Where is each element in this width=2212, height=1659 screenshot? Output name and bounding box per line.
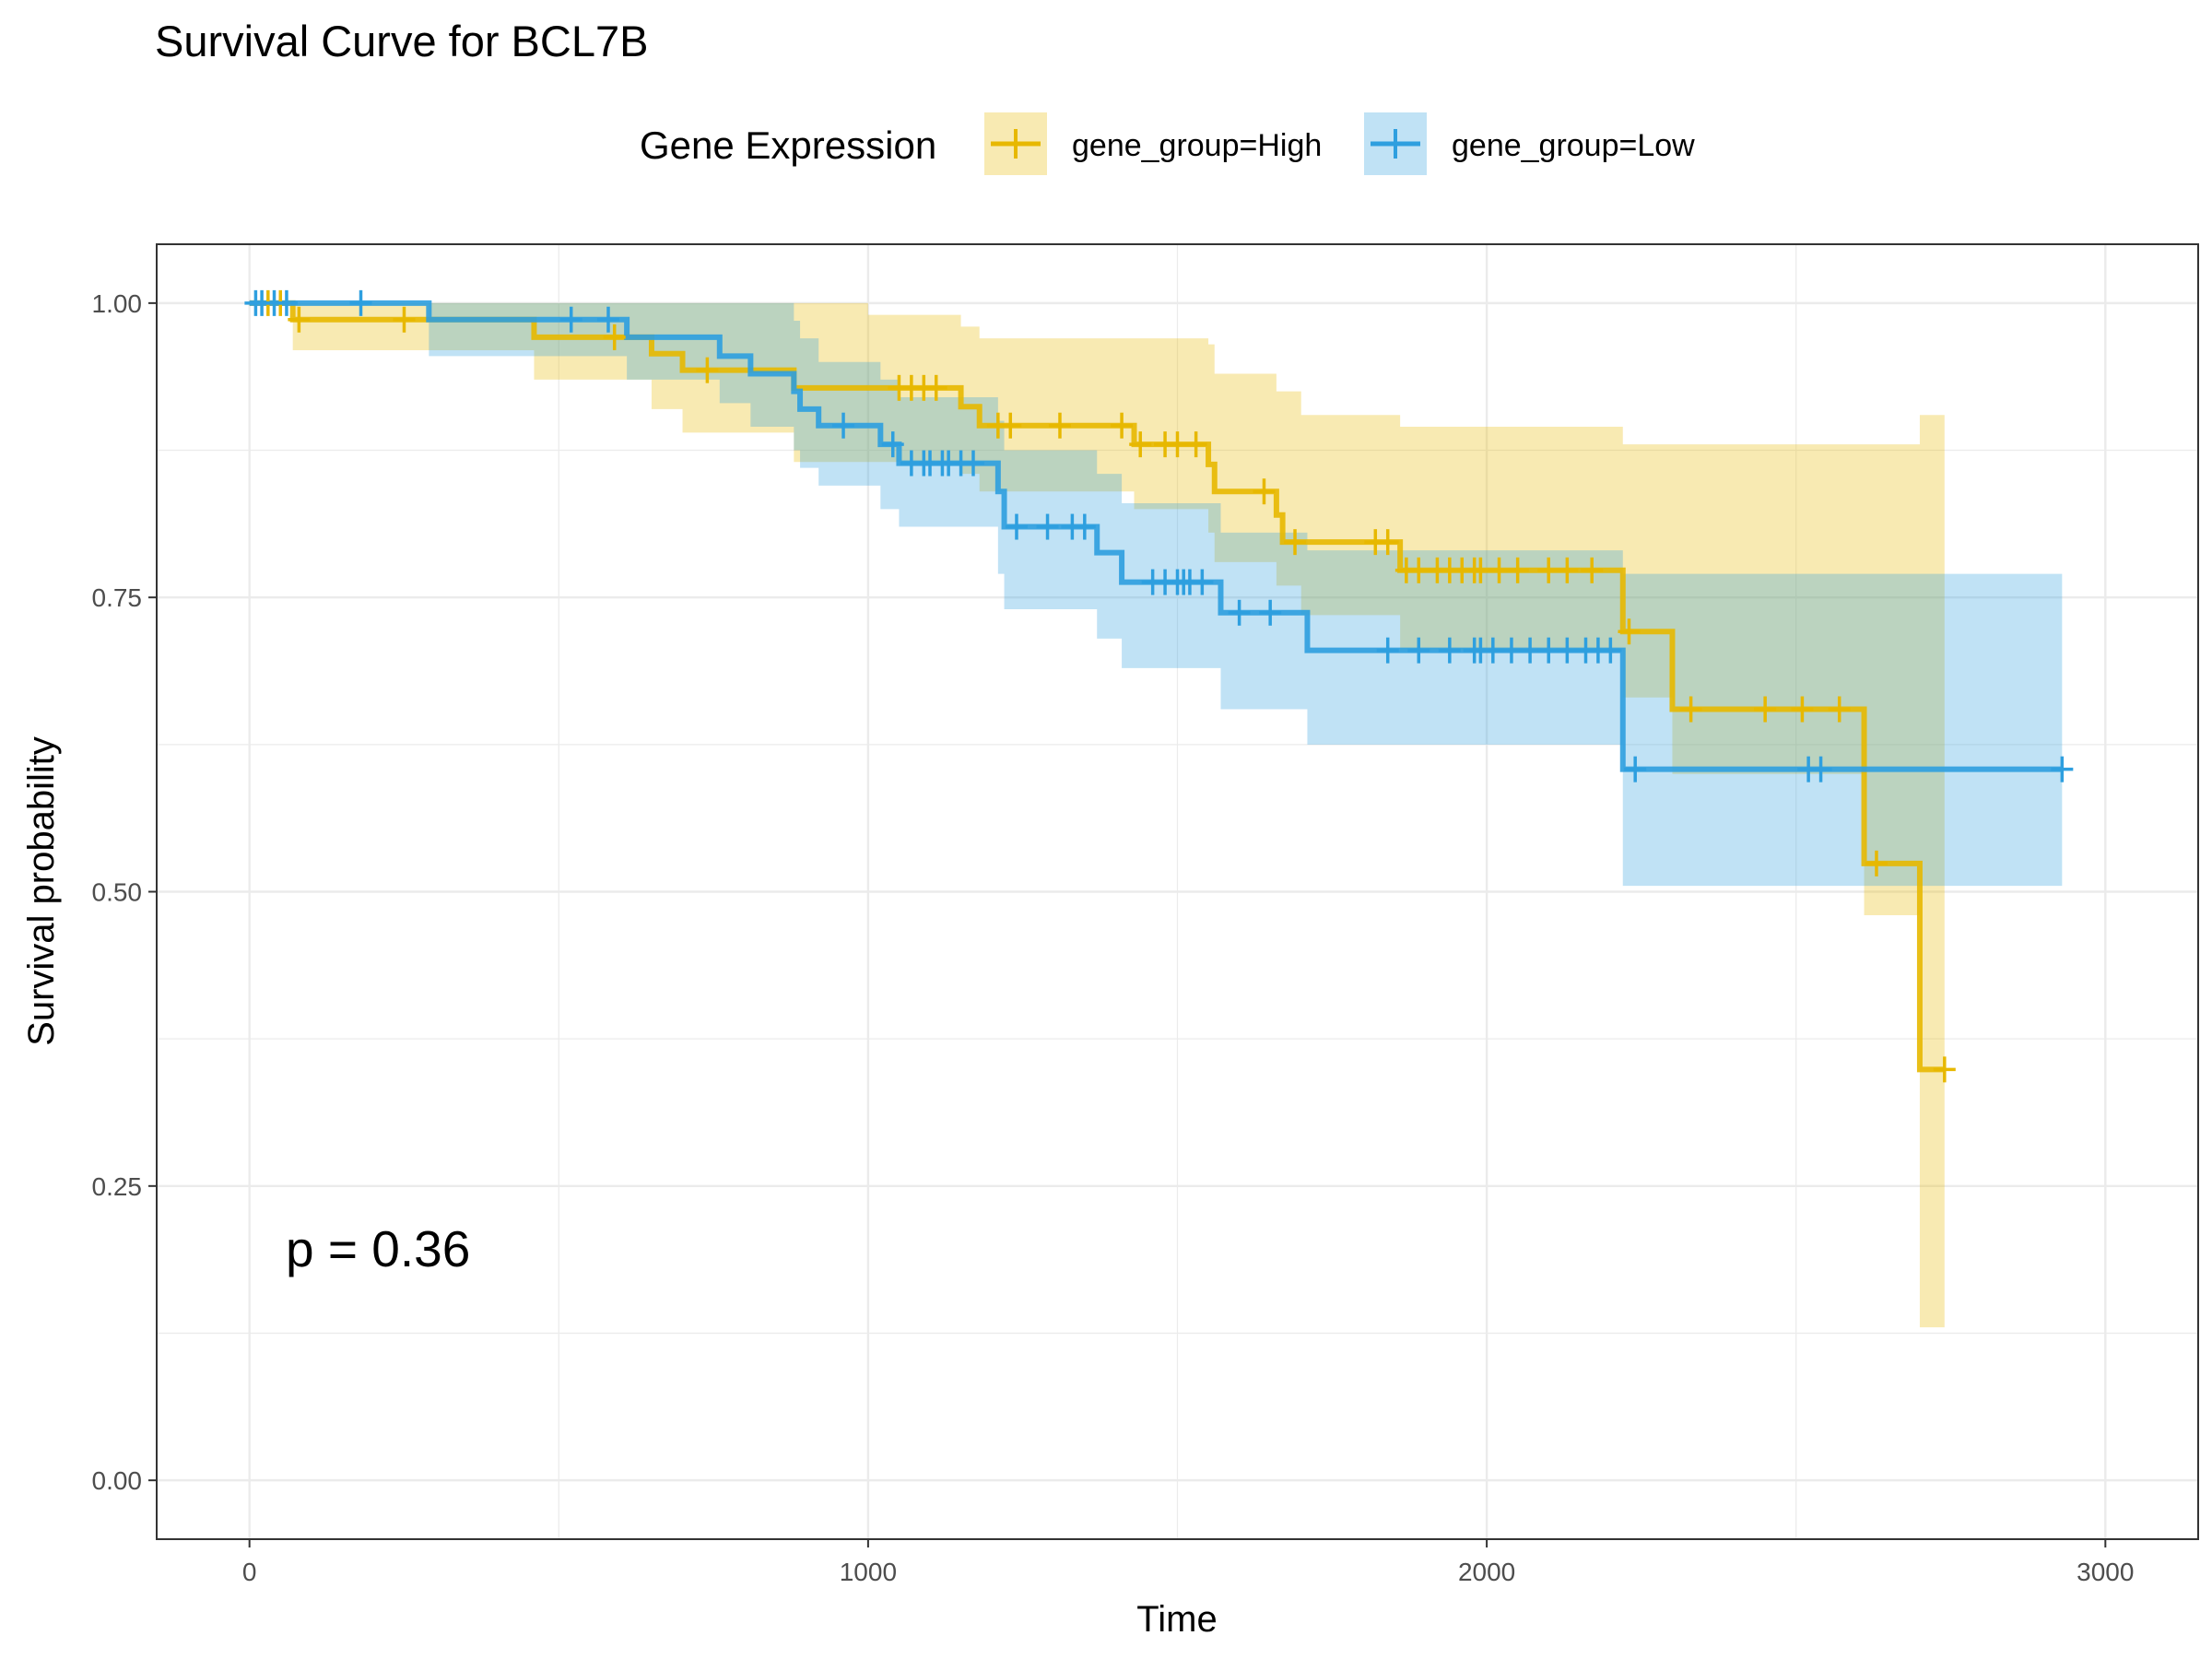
y-tick-label: 0.00 xyxy=(92,1466,143,1495)
censor-mark-high xyxy=(1754,696,1777,723)
censor-mark-high xyxy=(1581,557,1604,583)
censor-mark-high xyxy=(1679,696,1702,723)
ci-ribbon-high xyxy=(249,302,1945,1328)
censor-mark-high xyxy=(603,324,626,350)
y-tick-label: 1.00 xyxy=(92,289,143,318)
censor-mark-high xyxy=(1488,557,1511,583)
y-tick-label: 0.75 xyxy=(92,583,143,612)
censor-mark-low xyxy=(1073,513,1096,540)
legend-label-high: gene_group=High xyxy=(1072,128,1322,163)
censor-mark-high xyxy=(1537,557,1560,583)
censor-mark-low xyxy=(1809,756,1832,782)
censor-mark-high xyxy=(1469,557,1492,583)
censor-mark-high xyxy=(1933,1056,1956,1083)
censor-mark-high xyxy=(1184,431,1207,458)
x-tick-label: 2000 xyxy=(1458,1558,1515,1586)
censor-mark-high xyxy=(999,412,1022,439)
censor-mark-high xyxy=(1111,412,1134,439)
legend-item-low: gene_group=Low xyxy=(1364,112,1695,175)
legend-label-low: gene_group=Low xyxy=(1452,128,1695,163)
censor-mark-low xyxy=(1500,637,1523,664)
censor-mark-low xyxy=(1407,637,1430,664)
x-tick-label: 1000 xyxy=(840,1558,897,1586)
censor-mark-low xyxy=(1519,637,1542,664)
censor-mark-high xyxy=(1618,618,1641,645)
censor-mark-low xyxy=(1376,637,1399,664)
x-axis-title: Time xyxy=(1136,1599,1217,1640)
censor-mark-high xyxy=(1506,557,1529,583)
legend-title: Gene Expression xyxy=(640,124,936,167)
censor-mark-high xyxy=(1828,696,1851,723)
censor-mark-high xyxy=(1556,557,1579,583)
censor-mark-low xyxy=(1259,599,1282,626)
censor-mark-high xyxy=(696,357,719,383)
censor-mark-low xyxy=(1556,637,1579,664)
censor-marks xyxy=(244,289,2074,1083)
censor-mark-low xyxy=(1624,756,1647,782)
censor-mark-low xyxy=(1191,569,1214,595)
y-tick-label: 0.50 xyxy=(92,878,143,907)
y-tick-label: 0.25 xyxy=(92,1172,143,1201)
censor-mark-high xyxy=(1376,529,1399,556)
ci-ribbon-low xyxy=(249,302,2063,887)
censor-mark-high xyxy=(1253,478,1276,505)
censor-mark-high xyxy=(1129,431,1152,458)
censor-mark-low xyxy=(1481,637,1504,664)
survival-curve-high xyxy=(249,300,1945,1073)
y-axis: 0.00 0.25 0.50 0.75 1.00 xyxy=(92,289,157,1495)
censor-mark-low xyxy=(881,431,904,458)
censor-mark-low xyxy=(1228,599,1251,626)
censor-mark-high xyxy=(1048,412,1071,439)
censor-mark-low xyxy=(1005,513,1028,540)
censor-mark-high xyxy=(1865,850,1888,877)
censor-mark-low xyxy=(962,450,984,477)
censor-mark-low xyxy=(1537,637,1560,664)
legend: Gene Expression gene_group=High gene_gro… xyxy=(640,112,1695,175)
censor-mark-low xyxy=(1036,513,1059,540)
censor-mark-low xyxy=(1438,637,1461,664)
censor-mark-low xyxy=(832,412,855,439)
censor-mark-high xyxy=(1284,529,1307,556)
censor-mark-low xyxy=(596,306,619,333)
confidence-ribbons xyxy=(249,302,2063,1328)
censor-mark-high xyxy=(288,306,311,333)
p-value-annotation: p = 0.36 xyxy=(286,1220,470,1277)
censor-mark-high xyxy=(1407,557,1430,583)
censor-mark-high xyxy=(1166,431,1189,458)
censor-mark-low xyxy=(2051,756,2074,782)
censor-mark-low xyxy=(1599,637,1622,664)
x-tick-label: 3000 xyxy=(2077,1558,2134,1586)
censor-mark-high xyxy=(924,374,947,401)
legend-item-high: gene_group=High xyxy=(984,112,1322,175)
censor-mark-high xyxy=(1791,696,1814,723)
grid xyxy=(157,244,2198,1539)
y-axis-title: Survival probability xyxy=(21,736,62,1046)
censor-mark-low xyxy=(349,289,372,316)
chart-title: Survival Curve for BCL7B xyxy=(155,17,648,65)
censor-mark-low xyxy=(559,306,582,333)
x-axis: 0 1000 2000 3000 xyxy=(242,1539,2134,1586)
x-tick-label: 0 xyxy=(242,1558,257,1586)
censor-mark-high xyxy=(393,306,416,333)
censor-mark-low xyxy=(275,289,298,316)
